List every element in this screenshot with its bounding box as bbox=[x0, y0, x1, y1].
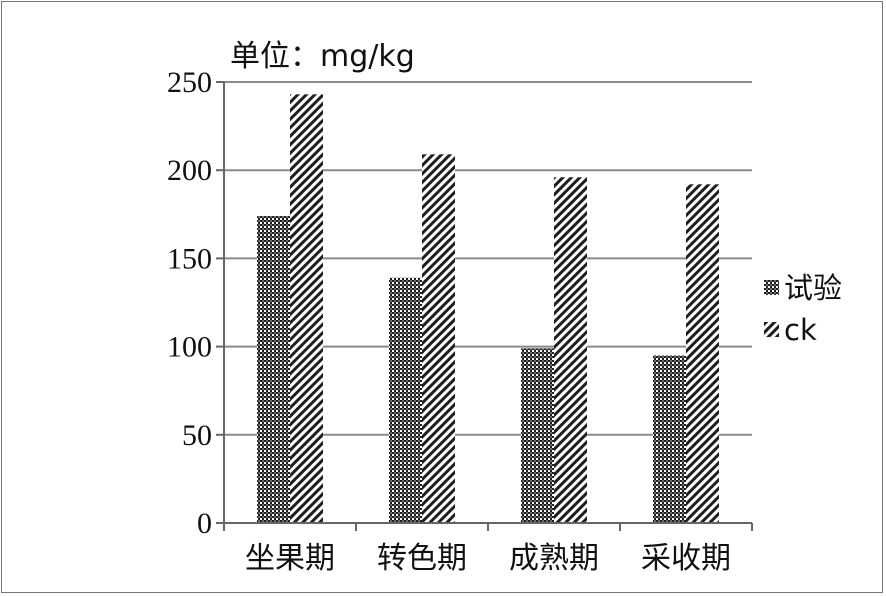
x-category-labels: 坐果期 转色期 成熟期 采收期 bbox=[245, 541, 731, 576]
y-tick-label: 50 bbox=[182, 419, 212, 452]
bar-trial bbox=[521, 348, 554, 523]
legend-label: 试验 bbox=[784, 271, 842, 305]
bar-trial bbox=[389, 277, 422, 523]
bar-trial bbox=[653, 355, 686, 523]
legend-label: ck bbox=[784, 313, 817, 347]
y-tick-labels: 0 50 100 150 200 250 bbox=[167, 66, 212, 540]
y-tick-label: 200 bbox=[167, 154, 212, 187]
legend: 试验 ck bbox=[764, 271, 842, 347]
y-tick-label: 0 bbox=[197, 507, 212, 540]
bars bbox=[257, 94, 719, 524]
x-category-label: 采收期 bbox=[641, 541, 731, 576]
x-category-label: 转色期 bbox=[377, 541, 467, 576]
legend-swatch bbox=[764, 280, 779, 295]
y-tick-label: 150 bbox=[167, 242, 212, 275]
legend-swatch bbox=[764, 322, 779, 337]
y-tick-label: 250 bbox=[167, 66, 212, 99]
bar-trial bbox=[257, 216, 290, 523]
x-category-label: 成熟期 bbox=[509, 541, 599, 576]
y-tick-label: 100 bbox=[167, 331, 212, 364]
axes bbox=[216, 81, 753, 531]
bar-ck bbox=[686, 184, 719, 523]
bar-ck bbox=[422, 154, 455, 523]
bar-ck bbox=[290, 94, 323, 524]
x-category-label: 坐果期 bbox=[245, 541, 335, 576]
bar-ck bbox=[554, 177, 587, 524]
unit-label: 单位：mg/kg bbox=[230, 39, 415, 74]
